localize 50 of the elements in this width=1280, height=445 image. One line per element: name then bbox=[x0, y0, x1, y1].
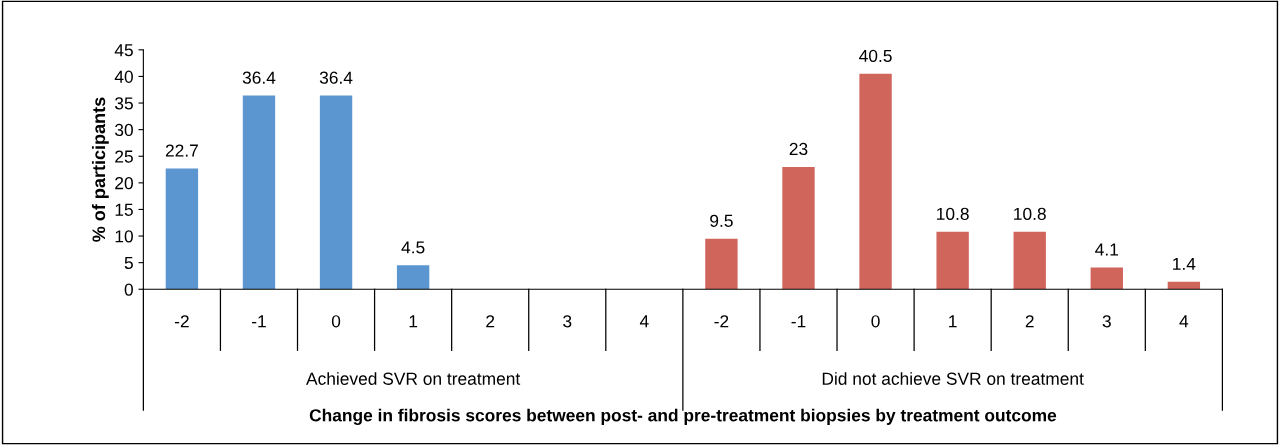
x-tick-label: -2 bbox=[714, 315, 729, 328]
y-tick-label: 15 bbox=[115, 203, 133, 216]
x-tick-label: 0 bbox=[871, 315, 880, 328]
x-tick-label: 1 bbox=[949, 315, 957, 328]
x-tick-label: 4 bbox=[639, 315, 649, 328]
y-tick-label: 20 bbox=[115, 177, 133, 190]
x-tick-label: -2 bbox=[174, 315, 189, 328]
y-tick-label: 35 bbox=[114, 97, 133, 110]
y-axis-title: % of participants bbox=[91, 97, 109, 242]
data-label: 36.4 bbox=[242, 71, 276, 84]
y-tick-label: 30 bbox=[114, 123, 133, 137]
bar bbox=[859, 73, 892, 290]
data-label: 1.4 bbox=[1173, 257, 1196, 270]
data-label: 23 bbox=[789, 142, 808, 156]
data-label: 36.4 bbox=[319, 71, 353, 84]
x-tick-label: 2 bbox=[1025, 315, 1034, 328]
data-label: 10.8 bbox=[937, 207, 969, 221]
y-tick-label: 25 bbox=[115, 150, 133, 163]
y-tick-label: 45 bbox=[114, 44, 133, 57]
data-label: 4.5 bbox=[401, 241, 425, 254]
y-tick-label: 5 bbox=[124, 257, 133, 270]
data-label: 4.1 bbox=[1095, 243, 1119, 256]
bar bbox=[396, 265, 430, 290]
text: Achieved SVR on treatment bbox=[306, 372, 521, 385]
y-tick-label: 10 bbox=[115, 230, 133, 243]
x-tick-label: 1 bbox=[409, 315, 418, 328]
x-tick-label: -1 bbox=[252, 315, 266, 328]
x-axis-title: Change in fibrosis scores between post- and pre-treatment biopsies by treatment outcome bbox=[309, 408, 1057, 425]
x-tick-label: 0 bbox=[331, 315, 341, 328]
bar bbox=[936, 231, 969, 290]
bar bbox=[242, 95, 276, 290]
y-tick-label: 0 bbox=[124, 283, 133, 296]
x-tick-label: 3 bbox=[1102, 315, 1111, 328]
data-label: 40.5 bbox=[859, 49, 892, 63]
bar bbox=[1167, 281, 1201, 290]
bar bbox=[782, 166, 815, 290]
data-label: 22.7 bbox=[165, 144, 198, 157]
y-tick-label: 40 bbox=[114, 70, 133, 83]
x-tick-label: 3 bbox=[563, 315, 572, 328]
x-tick-label: 2 bbox=[486, 315, 495, 328]
text: Did not achieve SVR on treatment bbox=[822, 372, 1084, 385]
x-tick-label: 4 bbox=[1179, 315, 1189, 328]
bar bbox=[705, 238, 738, 290]
bar bbox=[1090, 267, 1123, 290]
bar bbox=[1013, 231, 1046, 290]
bar bbox=[319, 95, 353, 290]
data-label: 10.8 bbox=[1014, 207, 1046, 221]
x-tick-label: -1 bbox=[791, 315, 806, 328]
bar bbox=[165, 168, 199, 290]
data-label: 9.5 bbox=[710, 214, 733, 227]
